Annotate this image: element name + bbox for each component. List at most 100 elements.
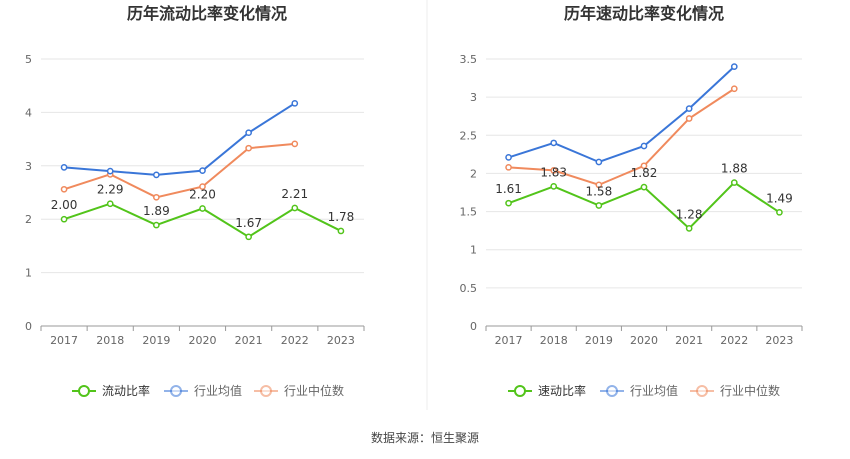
data-label: 2.00 — [51, 198, 78, 212]
legend-item-industry-median[interactable]: 行业中位数 — [254, 383, 344, 398]
industry-average-point — [730, 63, 738, 70]
data-source-label: 数据来源： — [370, 431, 431, 445]
industry-average-point — [199, 167, 206, 174]
y-tick-label: 1.5 — [460, 206, 478, 219]
industry-median-point — [730, 85, 738, 93]
x-tick-label: 2023 — [765, 334, 793, 347]
legend-marker — [696, 385, 708, 397]
data-label: 1.49 — [766, 191, 793, 205]
data-label: 1.58 — [585, 184, 612, 198]
quick-ratio-chart: 历年速动比率变化情况 0 0.5 1 1.5 2 2.5 3 3.5 2017 2018 2019 20… — [460, 4, 803, 398]
x-tick-label: 2022 — [281, 334, 309, 347]
legend-marker — [606, 385, 618, 397]
industry-median-point — [199, 183, 206, 190]
x-tick-label: 2017 — [50, 334, 78, 347]
x-tick-label: 2018 — [540, 334, 568, 347]
legend-item-main[interactable]: 速动比率 — [508, 383, 586, 398]
y-tick-label: 3 — [25, 160, 32, 173]
y-tick-label: 0 — [470, 320, 477, 333]
x-tick-label: 2020 — [630, 334, 658, 347]
y-tick-label: 4 — [25, 106, 32, 119]
main-point — [153, 221, 160, 229]
industry-median-series-line — [508, 87, 735, 186]
data-label: 1.28 — [676, 207, 703, 221]
x-tick-label: 2021 — [675, 334, 703, 347]
y-tick-label: 5 — [25, 53, 32, 66]
y-tick-label: 3 — [470, 91, 477, 104]
industry-median-point — [291, 140, 299, 148]
x-tick-label: 2019 — [585, 334, 613, 347]
industry-average-point — [153, 171, 160, 179]
y-tick-label: 0.5 — [460, 282, 478, 295]
legend-label: 行业中位数 — [284, 383, 344, 398]
x-tick-label: 2021 — [235, 334, 263, 347]
legend-label: 行业均值 — [630, 383, 678, 398]
legend-marker — [78, 385, 90, 397]
current-ratio-title: 历年流动比率变化情况 — [127, 4, 287, 23]
legend-item-industry-average[interactable]: 行业均值 — [164, 383, 242, 398]
industry-average-series-line — [63, 102, 296, 176]
main-point — [685, 225, 693, 232]
y-tick-label: 2 — [470, 167, 477, 180]
industry-average-point — [685, 105, 693, 112]
x-tick-label: 2023 — [327, 334, 355, 347]
industry-median-point — [153, 193, 160, 201]
data-label: 2.29 — [97, 183, 124, 197]
main-point — [550, 183, 558, 190]
legend-item-industry-median[interactable]: 行业中位数 — [690, 383, 780, 398]
x-tick-label: 2022 — [720, 334, 748, 347]
industry-average-point — [60, 164, 68, 171]
y-tick-label: 1 — [25, 267, 32, 280]
x-tick-label: 2020 — [189, 334, 217, 347]
main-point — [505, 199, 512, 207]
legend-item-industry-average[interactable]: 行业均值 — [600, 383, 678, 398]
main-point — [199, 205, 206, 212]
x-tick-label: 2019 — [142, 334, 170, 347]
main-point — [730, 179, 738, 186]
data-label: 1.67 — [235, 216, 262, 230]
main-point — [776, 208, 783, 216]
current-ratio-chart: 历年流动比率变化情况 0 1 2 3 4 5 2017 2018 2019 2020 2021 2022… — [25, 4, 365, 398]
industry-median-point — [245, 144, 252, 152]
industry-median-point — [550, 167, 558, 174]
data-label: 1.78 — [328, 210, 355, 224]
main-point — [640, 183, 648, 191]
legend-item-main[interactable]: 流动比率 — [72, 383, 150, 398]
main-point — [60, 215, 68, 223]
legend-label: 速动比率 — [538, 383, 586, 398]
y-tick-label: 2.5 — [460, 129, 478, 142]
legend-label: 流动比率 — [102, 383, 150, 398]
data-label: 1.61 — [495, 182, 522, 196]
industry-average-point — [505, 154, 512, 161]
industry-average-point — [106, 167, 114, 175]
main-point — [337, 227, 345, 235]
legend-marker — [514, 385, 526, 397]
industry-median-point — [685, 115, 693, 122]
y-tick-label: 2 — [25, 213, 32, 226]
industry-median-point — [505, 163, 512, 171]
x-tick-label: 2018 — [96, 334, 124, 347]
data-label: 2.21 — [281, 187, 308, 201]
y-tick-label: 3.5 — [460, 53, 478, 66]
main-point — [595, 202, 603, 209]
main-point — [291, 204, 299, 212]
x-tick-label: 2017 — [495, 334, 523, 347]
industry-median-point — [640, 162, 648, 170]
legend-marker — [170, 385, 182, 397]
y-tick-label: 1 — [470, 244, 477, 257]
industry-average-series-line — [508, 65, 735, 164]
data-label: 1.83 — [540, 165, 567, 179]
main-point — [106, 200, 114, 208]
industry-median-series-line — [63, 142, 295, 199]
legend-label: 行业中位数 — [720, 383, 780, 398]
legend-marker — [260, 385, 272, 397]
main-point — [245, 233, 252, 241]
data-source-name: 恒生聚源 — [431, 431, 480, 445]
industry-average-point — [291, 99, 299, 107]
legend-label: 行业均值 — [194, 383, 242, 398]
data-label: 1.82 — [631, 166, 658, 180]
data-source: 数据来源：恒生聚源 — [0, 429, 850, 446]
industry-median-point — [60, 185, 68, 193]
industry-average-point — [245, 129, 252, 137]
